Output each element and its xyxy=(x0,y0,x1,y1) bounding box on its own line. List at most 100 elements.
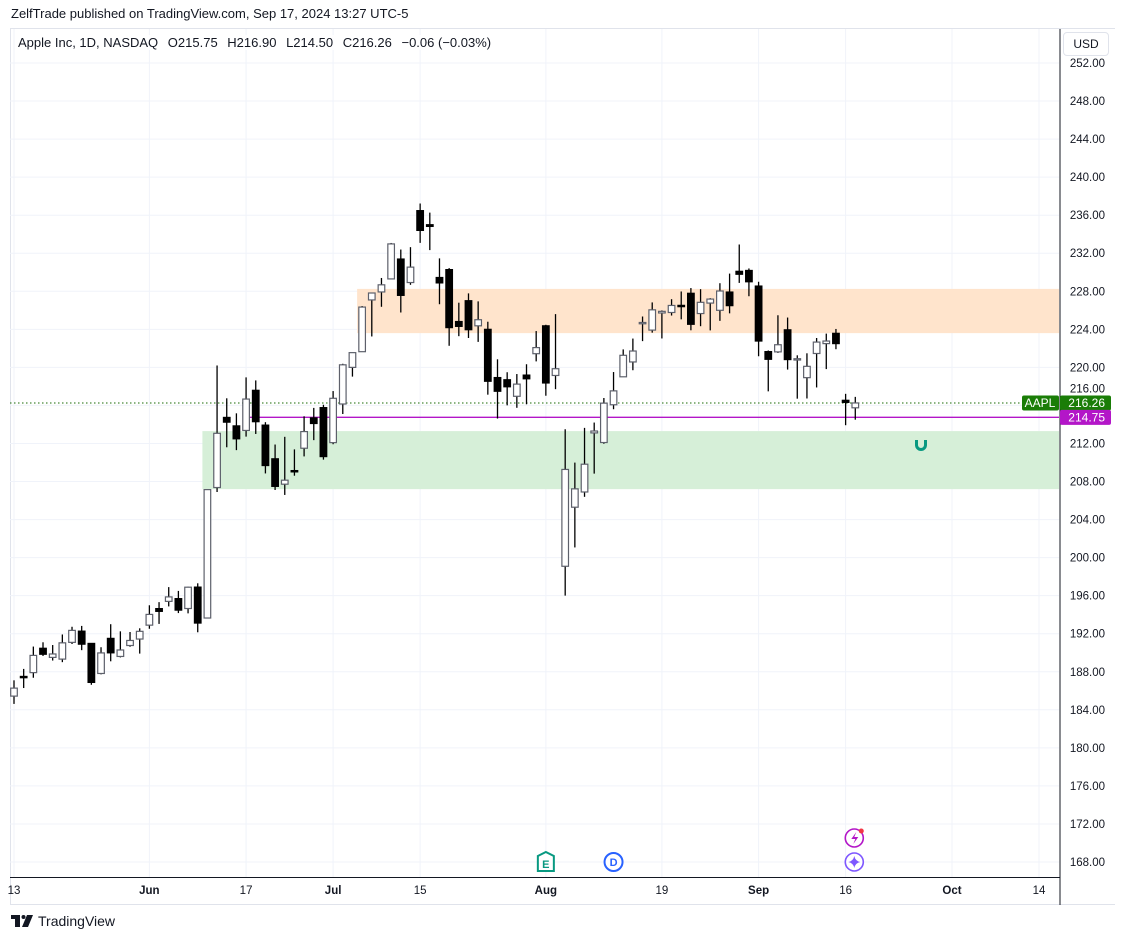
candle-up[interactable] xyxy=(116,649,125,658)
candle-up[interactable] xyxy=(696,301,705,315)
candle-down[interactable] xyxy=(319,407,328,458)
price-tick-label: 188.00 xyxy=(1070,667,1105,679)
candle-down[interactable] xyxy=(832,332,840,345)
candle-down[interactable] xyxy=(87,642,96,684)
candle-up[interactable] xyxy=(551,368,560,377)
candle-up[interactable] xyxy=(338,364,347,405)
time-tick-label: Sep xyxy=(748,885,769,897)
candle-down[interactable] xyxy=(764,350,773,360)
candle-down[interactable] xyxy=(155,608,163,612)
candle-down[interactable] xyxy=(445,268,454,329)
candle-down[interactable] xyxy=(261,424,270,467)
candle-up[interactable] xyxy=(406,266,415,284)
price-tick-label: 184.00 xyxy=(1070,705,1105,717)
candle-up[interactable] xyxy=(851,402,860,409)
candle-down[interactable] xyxy=(416,210,425,232)
candle-down[interactable] xyxy=(841,399,850,403)
tradingview-logo[interactable]: TradingView xyxy=(11,913,115,929)
candle-down[interactable] xyxy=(309,417,318,425)
candle-up[interactable] xyxy=(97,652,105,675)
candle-down[interactable] xyxy=(396,258,405,296)
dividend-icon[interactable] xyxy=(603,852,624,872)
candle-up[interactable] xyxy=(164,596,173,602)
candle-up[interactable] xyxy=(716,290,724,311)
candle-up[interactable] xyxy=(648,309,657,331)
candle-up[interactable] xyxy=(474,319,483,327)
candle-up[interactable] xyxy=(126,639,134,647)
candle-down[interactable] xyxy=(222,416,231,423)
candle-up[interactable] xyxy=(609,390,618,406)
candle-down[interactable] xyxy=(735,270,744,275)
candle-up[interactable] xyxy=(619,354,628,378)
candle-down[interactable] xyxy=(464,300,473,331)
candle-down[interactable] xyxy=(435,276,444,284)
candle-up[interactable] xyxy=(242,398,250,432)
candle-down[interactable] xyxy=(193,586,202,624)
candle-up[interactable] xyxy=(706,298,715,304)
candle-down[interactable] xyxy=(493,376,502,392)
candle-down[interactable] xyxy=(686,292,695,325)
candle-up[interactable] xyxy=(203,489,212,619)
candle-down[interactable] xyxy=(271,458,279,487)
candle-up[interactable] xyxy=(599,402,608,444)
candle-down[interactable] xyxy=(174,598,183,611)
candle-down[interactable] xyxy=(77,630,86,645)
candle-up[interactable] xyxy=(667,304,676,314)
candle-up[interactable] xyxy=(280,479,289,485)
candle-up[interactable] xyxy=(580,463,589,493)
candle-up[interactable] xyxy=(657,310,666,314)
candle-up[interactable] xyxy=(590,430,599,434)
candle-up[interactable] xyxy=(638,321,647,325)
candle-up[interactable] xyxy=(561,468,570,567)
candle-down[interactable] xyxy=(425,224,434,228)
candle-down[interactable] xyxy=(454,320,463,327)
candle-up[interactable] xyxy=(387,243,396,280)
candle-up[interactable] xyxy=(532,346,541,355)
candle-up[interactable] xyxy=(793,358,802,361)
candle-up[interactable] xyxy=(377,284,386,293)
candle-down[interactable] xyxy=(232,425,241,440)
candle-up[interactable] xyxy=(803,365,811,379)
candle-up[interactable] xyxy=(29,654,38,674)
candle-down[interactable] xyxy=(19,675,28,679)
candle-up[interactable] xyxy=(135,630,144,640)
candle-down[interactable] xyxy=(522,374,531,380)
candle-down[interactable] xyxy=(677,304,686,308)
candle-down[interactable] xyxy=(503,379,512,388)
candle-up[interactable] xyxy=(329,397,338,444)
candle-down[interactable] xyxy=(783,329,792,361)
candle-up[interactable] xyxy=(68,629,76,643)
symbol-title[interactable]: Apple Inc, 1D, NASDAQ xyxy=(18,35,159,50)
candle-up[interactable] xyxy=(348,352,357,368)
candle-up[interactable] xyxy=(628,350,637,363)
candle-down[interactable] xyxy=(290,469,299,473)
candle-up[interactable] xyxy=(145,613,154,626)
candle-up[interactable] xyxy=(774,344,782,353)
candle-up[interactable] xyxy=(812,341,821,355)
candle-up[interactable] xyxy=(367,292,376,301)
earnings-icon[interactable] xyxy=(536,850,555,872)
candle-down[interactable] xyxy=(483,328,492,382)
candle-up[interactable] xyxy=(10,687,18,697)
magnet-icon[interactable] xyxy=(915,440,927,451)
candle-down[interactable] xyxy=(106,637,115,654)
candle-down[interactable] xyxy=(251,389,260,423)
candle-up[interactable] xyxy=(48,653,57,658)
candle-down[interactable] xyxy=(754,285,763,342)
candle-down[interactable] xyxy=(39,647,47,655)
ohlc-high: H216.90 xyxy=(227,35,277,50)
candle-up[interactable] xyxy=(213,432,221,489)
candle-up[interactable] xyxy=(184,586,192,610)
candle-up[interactable] xyxy=(822,340,831,345)
candle-up[interactable] xyxy=(58,642,67,660)
candle-up[interactable] xyxy=(358,306,367,353)
candle-down[interactable] xyxy=(541,325,550,384)
currency-button[interactable]: USD xyxy=(1063,32,1109,56)
candle-up[interactable] xyxy=(300,430,308,449)
candle-down[interactable] xyxy=(725,291,734,307)
candle-up[interactable] xyxy=(570,488,579,508)
candle-down[interactable] xyxy=(745,269,753,283)
resistance-zone[interactable] xyxy=(357,288,1059,334)
candle-up[interactable] xyxy=(512,383,521,397)
